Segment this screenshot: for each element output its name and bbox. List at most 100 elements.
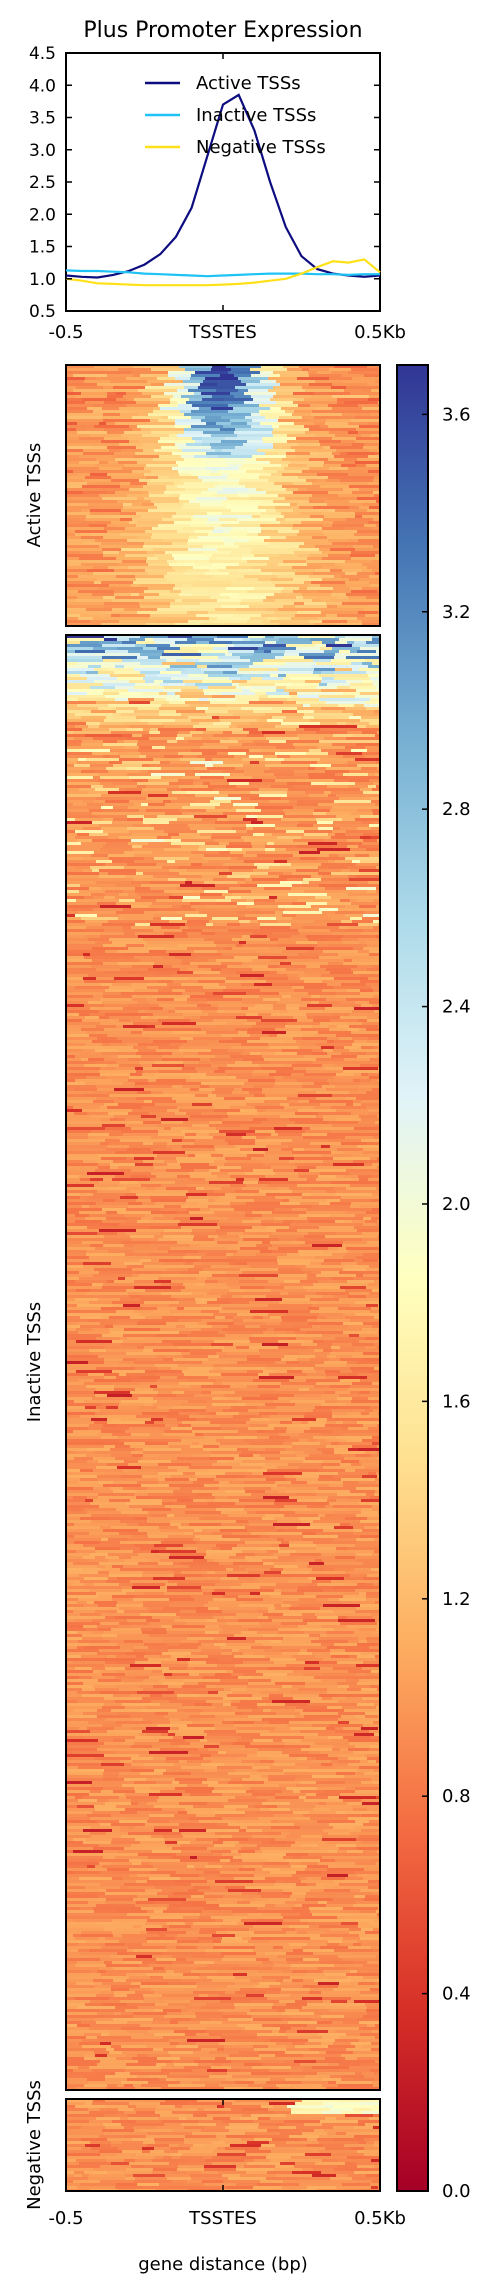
heatmap-cell [211,737,230,741]
heatmap-cell [231,368,251,372]
heatmap-cell [249,749,262,753]
heatmap-cell [201,491,218,495]
heatmap-cell [308,419,327,423]
heatmap-cell [66,767,90,771]
heatmap-cell [293,491,329,495]
heatmap-cell [292,815,315,819]
heatmap-cell [192,770,210,774]
heatmap-cell [83,1094,110,1098]
heatmap-cell [81,392,108,396]
heatmap-cell [66,770,82,774]
heatmap-cell [136,401,171,405]
heatmap-cell [287,764,311,768]
heatmap-cell [66,380,85,384]
heatmap-cell [148,491,165,495]
heatmap-cell [227,461,242,465]
heatmap-cell [83,710,92,714]
heatmap-cell [134,854,151,858]
heatmap-cell [66,689,105,693]
heatmap-cell [345,857,380,861]
heatmap-cell [263,488,287,492]
heatmap-cell [273,1085,303,1089]
heatmap-cell [88,1133,110,1137]
heatmap-cell [249,731,263,735]
heatmap-cell [306,965,321,969]
heatmap-cell [66,1040,93,1044]
heatmap-cell [356,413,371,417]
heatmap-cell [222,1307,253,1311]
heatmap-cell [138,533,153,537]
heatmap-cell [253,1379,290,1383]
heatmap-cell [103,1364,131,1368]
heatmap-cell [244,839,257,843]
heatmap-cell [66,1382,85,1386]
heatmap-cell [371,1328,380,1332]
heatmap-cell [173,395,182,399]
heatmap-cell [93,572,114,576]
heatmap-cell [66,734,86,738]
heatmap-cell [98,707,117,711]
heatmap-cell [287,1124,312,1128]
heatmap-cell [268,1184,298,1188]
heatmap-cell [145,674,158,678]
heatmap-cell [162,518,192,522]
heatmap-cell [118,1055,142,1059]
heatmap-cell [351,1400,380,1404]
heatmap-cell [241,797,251,801]
heatmap-cell [66,575,79,579]
heatmap-cell [83,869,93,873]
heatmap-cell [104,1046,134,1050]
heatmap-cell [275,1172,299,1176]
heatmap-cell [148,794,169,798]
heatmap-cell [248,1142,256,1146]
heatmap-cell [343,608,365,612]
heatmap-cell [214,1250,238,1254]
heatmap-cell [154,698,167,702]
heatmap-cell [99,467,123,471]
heatmap-cell [104,401,137,405]
heatmap-cell [278,938,309,942]
heatmap-cell [172,542,188,546]
heatmap-cell [218,1331,227,1335]
heatmap-cell [362,842,380,846]
heatmap-cell [99,725,130,729]
heatmap-cell [183,1061,200,1065]
heatmap-cell [75,533,91,537]
heatmap-cell [326,1190,337,1194]
heatmap-cell [148,413,185,417]
heatmap-cell [318,617,358,621]
heatmap-cell [332,830,347,834]
heatmap-cell [66,1247,96,1251]
heatmap-cell [318,872,332,876]
heatmap-cell [320,1325,349,1329]
heatmap-cell [132,371,169,375]
heatmap-cell [344,1220,353,1224]
heatmap-cell [367,605,380,609]
heatmap-cell [227,1292,255,1296]
heatmap-cell [145,1214,164,1218]
heatmap-cell [292,1064,323,1068]
heatmap-cell [66,536,82,540]
heatmap-cell [369,1265,380,1269]
heatmap-cell [331,1151,344,1155]
heatmap-cell [66,719,105,723]
heatmap-cell [66,662,78,666]
heatmap-cell [239,1256,278,1260]
heatmap-cell [369,449,380,453]
heatmap-cell [284,1106,315,1110]
heatmap-cell [276,518,286,522]
heatmap-cell [274,1217,308,1221]
heatmap-cell [274,1328,286,1332]
heatmap-cell [278,890,305,894]
heatmap-cell [357,572,376,576]
heatmap-cell [246,899,255,903]
heatmap-cell [80,1196,90,1200]
heatmap-cell [333,521,369,525]
heatmap-cell [104,602,140,606]
heatmap-cell [66,1118,102,1122]
heatmap-cell [281,1358,298,1362]
heatmap-cell [375,572,380,576]
heatmap-cell [327,1037,340,1041]
heatmap-cell [261,500,274,504]
heatmap-cell [66,434,91,438]
